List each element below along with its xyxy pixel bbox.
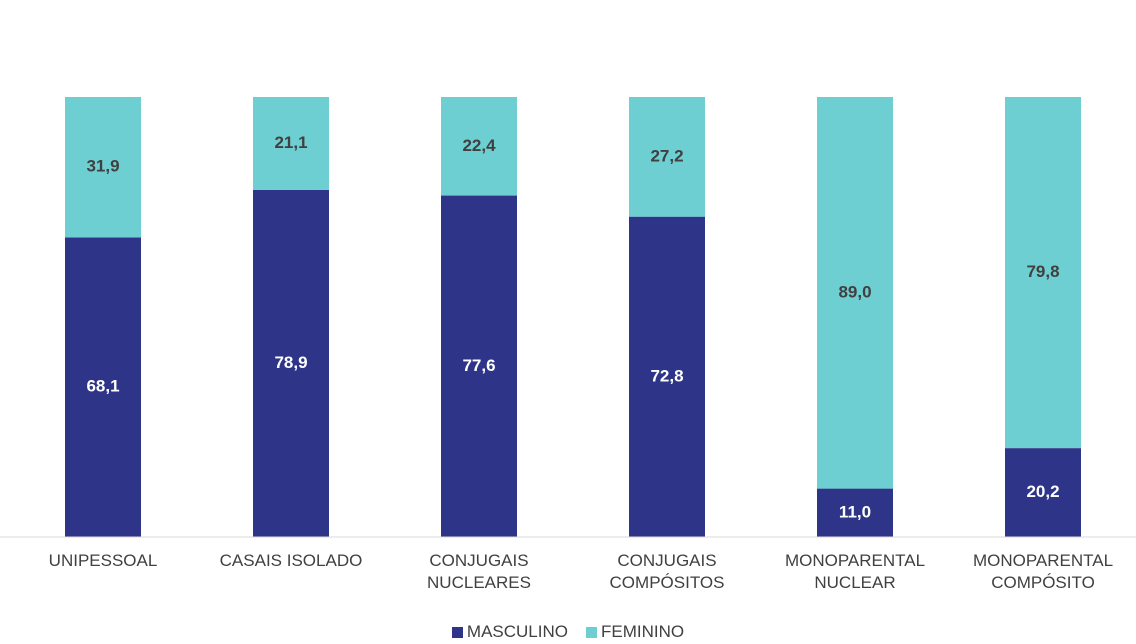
bar-segment	[441, 195, 517, 537]
legend-label: MASCULINO	[466, 622, 568, 641]
legend-item: MASCULINO	[451, 622, 568, 642]
x-tick-label: MONOPARENTAL NUCLEAR	[784, 551, 926, 592]
value-label: 78,9	[274, 353, 307, 372]
bar-segment	[817, 488, 893, 537]
bar-segment	[65, 237, 141, 538]
legend: MASCULINO FEMININO	[0, 622, 1136, 642]
bar-segment	[1005, 448, 1081, 537]
x-tick-label: MONOPARENTAL COMPÓSITO	[972, 551, 1114, 592]
value-label: 22,4	[462, 136, 496, 155]
value-label: 31,9	[86, 157, 119, 176]
bar-segment	[441, 97, 517, 196]
value-label: 11,0	[839, 502, 871, 521]
x-tick-label: CONJUGAIS COMPÓSITOS	[609, 551, 725, 592]
value-label: 20,2	[1026, 482, 1059, 501]
bar-segment	[65, 97, 141, 238]
bar-segment	[1005, 97, 1081, 449]
x-tick-label: CASAIS ISOLADO	[219, 551, 363, 570]
bar-segment	[817, 97, 893, 489]
bar-segment	[629, 216, 705, 537]
x-tick-label: CONJUGAIS NUCLEARES	[427, 551, 531, 592]
value-label: 89,0	[838, 282, 871, 301]
legend-item: FEMININO	[585, 622, 685, 642]
bar-segment	[253, 97, 329, 190]
value-label: 27,2	[650, 146, 683, 165]
bar-segment	[253, 189, 329, 537]
legend-swatch	[585, 626, 597, 638]
value-label: 79,8	[1026, 262, 1059, 281]
value-label: 68,1	[86, 377, 119, 396]
value-label: 77,6	[462, 356, 495, 375]
bar-segment	[629, 97, 705, 217]
legend-swatch	[451, 626, 463, 638]
value-label: 72,8	[650, 366, 683, 385]
legend-label: FEMININO	[600, 622, 685, 641]
x-tick-label: UNIPESSOAL	[48, 551, 158, 570]
value-label: 21,1	[274, 133, 307, 152]
